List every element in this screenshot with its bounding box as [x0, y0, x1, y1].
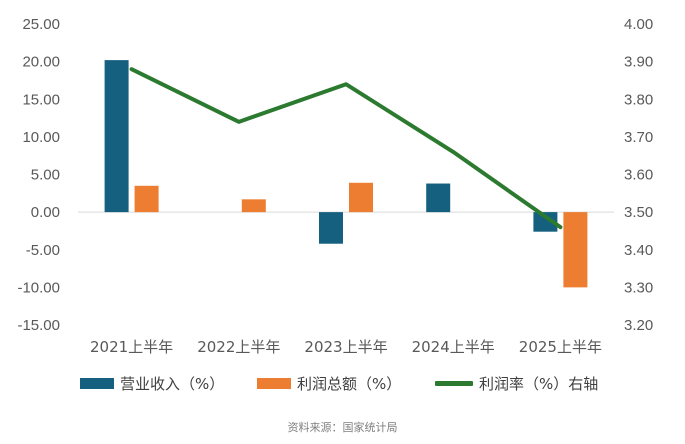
- y-right-tick-label: 3.50: [624, 204, 653, 221]
- bar-revenue: [426, 183, 451, 213]
- x-category-label: 2025上半年: [519, 338, 602, 356]
- bar-revenue: [319, 212, 343, 244]
- line-margin: [129, 67, 563, 230]
- y-right-tick-label: 3.90: [624, 54, 653, 71]
- bar-profit: [563, 212, 588, 288]
- bar-revenue: [533, 212, 558, 232]
- y-right-tick-label: 3.40: [624, 242, 653, 259]
- y-left-tick-label: 0.00: [31, 204, 60, 221]
- y-right-tick-label: 3.70: [624, 129, 653, 146]
- y-left-tick-label: 15.00: [22, 91, 60, 108]
- bar-revenue: [104, 60, 129, 213]
- y-right-tick-label: 3.20: [624, 317, 653, 334]
- legend-item-margin: 利润率（%）右轴: [435, 373, 598, 394]
- y-left-tick-label: 10.00: [22, 129, 60, 146]
- y-right-tick-label: 3.80: [624, 91, 653, 108]
- legend-label-revenue: 营业收入（%）: [120, 375, 225, 393]
- legend-label-margin: 利润率（%）右轴: [479, 375, 599, 393]
- legend-item-profit: 利润总额（%）: [257, 373, 401, 394]
- x-category-label: 2021上半年: [90, 338, 173, 356]
- x-category-label: 2023上半年: [304, 338, 387, 356]
- legend-swatch-margin: [435, 381, 473, 386]
- y-left-tick-label: 20.00: [22, 54, 60, 71]
- y-left-tick-label: -10.00: [17, 279, 60, 296]
- legend: 营业收入（%） 利润总额（%） 利润率（%）右轴: [0, 373, 685, 395]
- y-left-tick-label: -15.00: [17, 317, 60, 334]
- y-left-tick-label: 5.00: [31, 167, 60, 184]
- x-category-label: 2022上半年: [197, 338, 280, 356]
- bar-profit: [241, 199, 266, 213]
- bar-profit: [134, 185, 159, 213]
- y-left-tick-label: 25.00: [22, 16, 60, 33]
- source-note: 资料来源：国家统计局: [287, 421, 398, 434]
- legend-label-profit: 利润总额（%）: [297, 375, 402, 393]
- y-right-tick-label: 3.30: [624, 279, 653, 296]
- legend-swatch-revenue: [80, 378, 114, 389]
- x-category-label: 2024上半年: [412, 338, 495, 356]
- y-right-tick-label: 3.60: [624, 167, 653, 184]
- legend-item-revenue: 营业收入（%）: [80, 373, 224, 394]
- legend-swatch-profit: [257, 378, 291, 389]
- bar-profit: [349, 182, 373, 213]
- y-left-tick-label: -5.00: [26, 242, 60, 259]
- y-right-tick-label: 4.00: [624, 16, 653, 33]
